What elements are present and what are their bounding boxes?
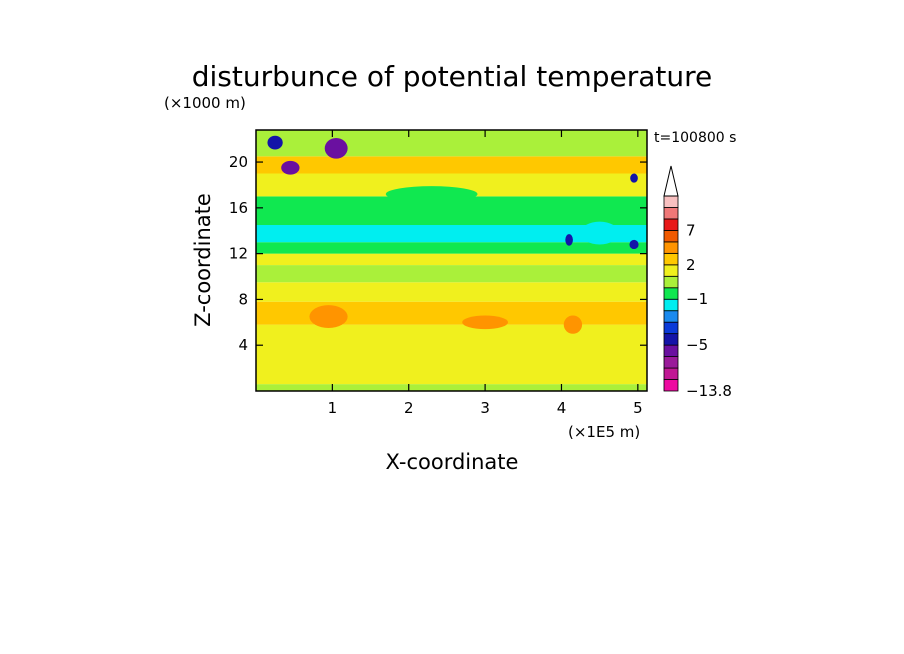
y-tick-label-2: 12 <box>229 245 248 263</box>
colorbar-swatch-10 <box>663 264 679 277</box>
colorbar-swatch-12 <box>663 241 679 254</box>
colorbar-swatch-9 <box>663 275 679 289</box>
contour-feature-6 <box>580 221 619 245</box>
plot-frame <box>255 129 648 392</box>
contour-feature-4 <box>324 138 348 159</box>
colorbar-swatch-13 <box>663 230 679 243</box>
contour-band-6 <box>256 253 647 266</box>
colorbar-swatch-6 <box>663 310 679 323</box>
colorbar-swatch-1 <box>663 367 679 380</box>
colorbar-swatch-11 <box>663 252 679 266</box>
contour-feature-5 <box>267 135 283 150</box>
y-unit-label: (×1000 m) <box>164 94 246 112</box>
contour-band-8 <box>256 225 647 243</box>
colorbar-swatch-7 <box>663 298 679 312</box>
colorbar-swatch-16 <box>663 195 679 208</box>
colorbar-extend-arrow <box>663 165 679 197</box>
chart-title: disturbunce of potential temperature <box>192 60 713 93</box>
contour-band-5 <box>256 265 647 283</box>
y-axis-label: Z-coordinate <box>191 193 215 327</box>
contour-band-2 <box>256 324 647 348</box>
colorbar-swatch-8 <box>663 287 679 300</box>
y-tick-label-3: 16 <box>229 199 248 217</box>
x-tick-label-1: 2 <box>404 399 414 417</box>
x-tick-label-0: 1 <box>328 399 338 417</box>
contour-feature-10 <box>385 186 478 203</box>
colorbar-label-1: 2 <box>686 256 696 274</box>
plot-area <box>256 130 647 391</box>
colorbar-swatch-2 <box>663 356 679 369</box>
colorbar-swatch-0 <box>663 379 679 392</box>
colorbar-label-3: −5 <box>686 336 708 354</box>
contour-feature-1 <box>462 315 509 330</box>
contour-bands <box>256 130 647 391</box>
x-tick-label-4: 5 <box>633 399 643 417</box>
contour-feature-3 <box>281 160 300 175</box>
y-tick-label-1: 8 <box>238 290 248 308</box>
contour-band-0 <box>256 384 647 391</box>
colorbar-label-4: −13.8 <box>686 382 732 400</box>
contour-feature-7 <box>565 234 573 246</box>
contour-band-1 <box>256 347 647 385</box>
x-tick-label-3: 4 <box>557 399 567 417</box>
y-axis: 4 8 12 16 20 <box>229 153 647 354</box>
contour-band-11 <box>256 156 647 174</box>
colorbar-swatch-15 <box>663 207 679 220</box>
x-axis-label: X-coordinate <box>386 450 519 474</box>
colorbar-label-2: −1 <box>686 290 708 308</box>
colorbar-swatch-5 <box>663 321 679 335</box>
contour-band-12 <box>256 130 647 157</box>
contour-band-7 <box>256 242 647 254</box>
time-label: t=100800 s <box>654 130 736 146</box>
colorbar-label-0: 7 <box>686 221 696 239</box>
x-tick-label-2: 3 <box>480 399 490 417</box>
colorbar-swatch-3 <box>663 344 679 357</box>
colorbar-swatch-4 <box>663 333 679 346</box>
contour-feature-0 <box>309 305 348 329</box>
x-axis: 1 2 3 4 5 <box>328 130 643 417</box>
y-tick-label-4: 20 <box>229 153 248 171</box>
colorbar: 7 2 −1 −5 −13.8 <box>663 165 732 400</box>
x-unit-label: (×1E5 m) <box>568 423 640 441</box>
contour-feature-9 <box>630 173 638 183</box>
contour-band-3 <box>256 301 647 325</box>
colorbar-swatch-14 <box>663 218 679 231</box>
contour-feature-8 <box>629 239 639 250</box>
contour-band-4 <box>256 282 647 302</box>
y-tick-label-0: 4 <box>238 336 248 354</box>
contour-band-10 <box>256 173 647 197</box>
contour-feature-2 <box>563 315 583 334</box>
contour-features <box>267 135 639 334</box>
